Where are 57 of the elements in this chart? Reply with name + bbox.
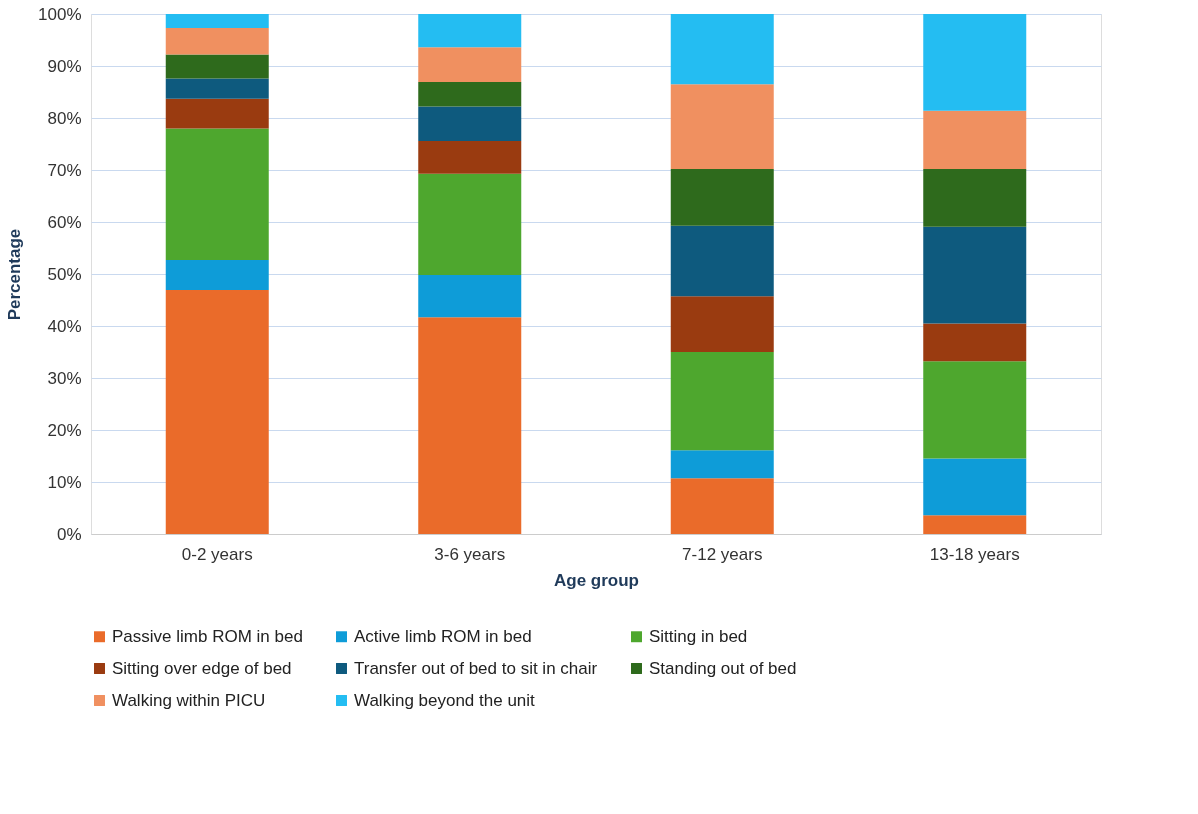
y-axis-title: Percentage <box>5 228 25 321</box>
bar <box>165 14 269 29</box>
bar <box>418 317 522 534</box>
bar <box>165 98 269 129</box>
bar <box>670 296 774 352</box>
y-tick-label: 70% <box>47 160 82 180</box>
bar <box>923 110 1027 169</box>
bar <box>923 323 1027 362</box>
bar <box>165 259 269 291</box>
y-tick-label: 90% <box>47 56 82 76</box>
x-tick-label: 3-6 years <box>434 544 506 564</box>
bar <box>418 275 522 318</box>
y-tick-label: 40% <box>47 316 82 336</box>
legend-label: Walking beyond the unit <box>354 690 536 710</box>
y-tick-label: 50% <box>47 264 82 284</box>
bar <box>165 128 269 260</box>
y-tick-label: 10% <box>47 472 82 492</box>
legend-label: Walking within PICU <box>112 690 266 710</box>
bar <box>418 140 522 174</box>
bar <box>670 225 774 297</box>
bar <box>418 82 522 107</box>
bar <box>670 168 774 226</box>
legend-label: Sitting in bed <box>649 626 748 646</box>
x-tick-label: 0-2 years <box>181 544 253 564</box>
legend-label: Standing out of bed <box>649 658 797 678</box>
bar <box>923 515 1027 534</box>
x-tick-label: 7-12 years <box>682 544 763 564</box>
y-tick-label: 100% <box>38 4 82 24</box>
bar <box>923 361 1027 459</box>
bar <box>670 478 774 534</box>
bar <box>165 78 269 99</box>
legend-label: Sitting over edge of bed <box>112 658 292 678</box>
x-tick-label: 13-18 years <box>929 544 1020 564</box>
bar <box>418 47 522 83</box>
bar <box>670 352 774 451</box>
bar <box>418 106 522 141</box>
x-axis-title: Age group <box>554 570 639 590</box>
bar <box>923 14 1027 111</box>
legend-label: Active limb ROM in bed <box>354 626 532 646</box>
y-tick-label: 0% <box>56 524 82 544</box>
y-tick-label: 20% <box>47 420 82 440</box>
bar <box>165 290 269 534</box>
bar <box>670 14 774 85</box>
legend-label: Transfer out of bed to sit in chair <box>354 658 598 678</box>
bar <box>923 226 1027 324</box>
y-tick-label: 30% <box>47 368 82 388</box>
legend-label: Passive limb ROM in bed <box>112 626 303 646</box>
bar <box>418 14 522 48</box>
bar <box>923 458 1027 516</box>
bar <box>165 54 269 79</box>
y-tick-label: 60% <box>47 212 82 232</box>
bar <box>165 28 269 55</box>
y-tick-label: 80% <box>47 108 82 128</box>
bar <box>923 168 1027 227</box>
bar <box>418 173 522 276</box>
bar <box>670 450 774 479</box>
bar <box>670 84 774 169</box>
